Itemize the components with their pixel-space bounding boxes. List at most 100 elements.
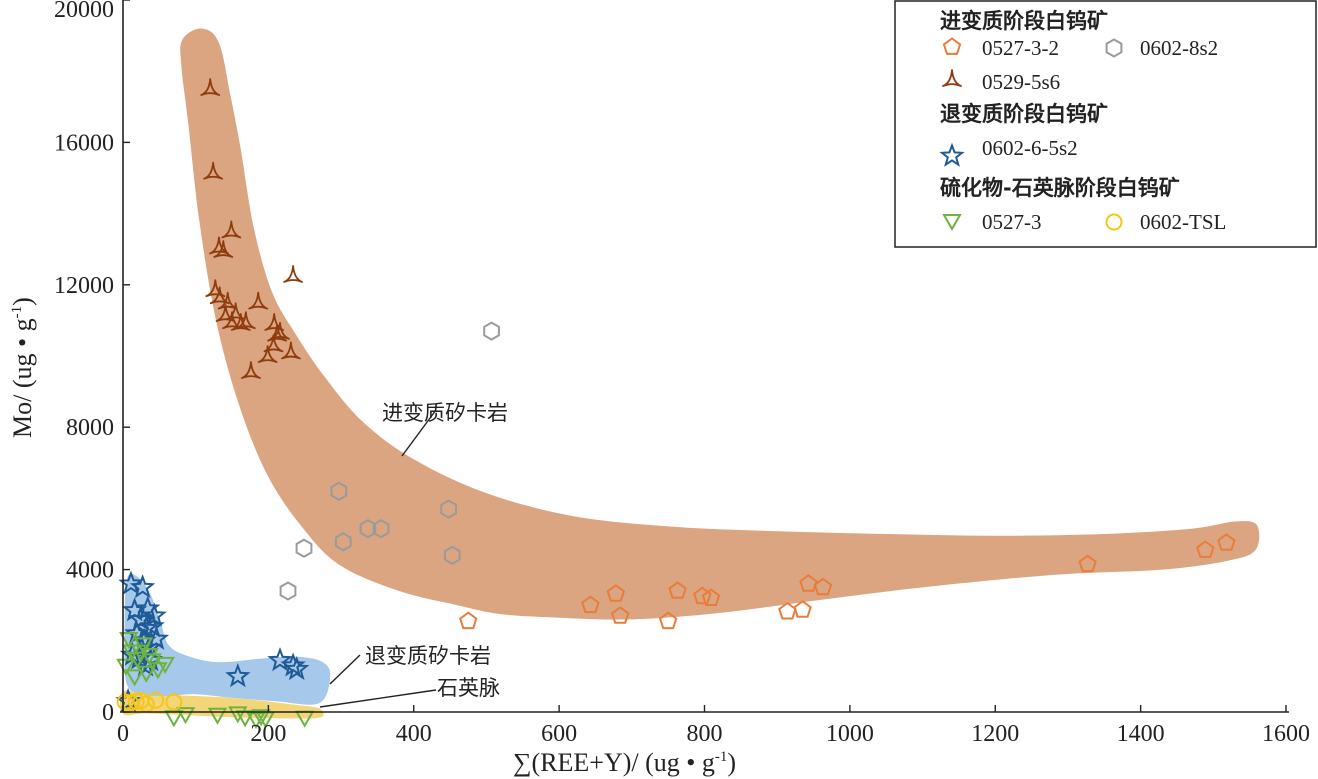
point-0602-6-5s2	[267, 647, 293, 672]
point-0602-TSL	[165, 693, 183, 711]
point-0529-5s6	[221, 220, 242, 239]
point-0527-3-2	[658, 611, 678, 630]
point-0527-3	[136, 665, 157, 683]
point-0527-3	[142, 653, 162, 671]
point-0527-3-2	[778, 601, 797, 620]
legend-marker-shape	[939, 142, 965, 167]
point-0602-6-5s2	[143, 625, 170, 650]
point-0529-5s6	[263, 334, 284, 353]
x-tick-label: 600	[541, 721, 577, 747]
point-0529-5s6	[205, 279, 226, 298]
point-0602-8s2	[295, 538, 313, 558]
y-tick-label: 16000	[54, 130, 114, 156]
x-tick-label: 1000	[826, 721, 874, 747]
point-0527-3-2	[701, 588, 721, 606]
x-tick-label: 200	[250, 721, 286, 747]
point-0527-3	[133, 637, 154, 655]
quartz-field-label: 石英脉	[437, 676, 500, 700]
point-0527-3-2	[793, 600, 812, 618]
retrograde-field-label: 退变质矽卡岩	[365, 644, 491, 668]
legend-heading-sulfide-quartz: 硫化物-石英脉阶段白钨矿	[940, 176, 1180, 200]
point-0529-5s6	[200, 78, 221, 96]
x-axis-title: ∑(REE+Y)/ (ug • g-1)	[513, 748, 736, 777]
retrograde-leader-line	[329, 654, 361, 685]
legend-label-0602-TSL: 0602-TSL	[1140, 210, 1226, 234]
legend-marker-shape	[942, 214, 962, 232]
point-0602-8s2	[443, 545, 461, 566]
legend-label-0602-6-5s2: 0602-6-5s2	[982, 136, 1078, 160]
prograde-leader-line	[401, 409, 437, 457]
legend-marker-shape	[942, 37, 962, 55]
x-tick-label: 1400	[1117, 721, 1165, 747]
legend-marker-0602-8s2	[1105, 38, 1123, 58]
point-0529-5s6	[217, 291, 238, 310]
prograde-field-label: 进变质矽卡岩	[382, 401, 508, 425]
point-0529-5s6	[257, 345, 278, 363]
point-0527-3	[251, 709, 271, 727]
point-0602-TSL	[147, 691, 165, 709]
point-0529-5s6	[203, 161, 224, 180]
quartz-leader-line	[319, 689, 437, 708]
x-tick-label: 400	[396, 721, 432, 747]
point-0527-3-2	[668, 581, 687, 599]
point-0529-5s6	[225, 302, 246, 321]
point-0527-3	[124, 669, 145, 687]
legend-heading-prograde: 进变质阶段白钨矿	[940, 9, 1108, 33]
x-tick-label: 1200	[971, 721, 1019, 747]
point-0529-5s6	[213, 240, 234, 258]
legend-marker-shape	[1105, 38, 1123, 58]
point-0527-3-2	[1078, 554, 1097, 573]
point-0529-5s6	[283, 265, 303, 283]
point-0602-6-5s2	[141, 602, 167, 627]
point-0527-3	[116, 658, 136, 676]
legend-label-0527-3-2: 0527-3-2	[982, 36, 1059, 60]
x-tick-label: 0	[117, 721, 129, 747]
axis-ticks: 0 200 400 600 800 1000 1200 1400 160004000800012…	[54, 0, 1310, 747]
point-0529-5s6	[235, 311, 256, 330]
x-tick-label: 800	[687, 721, 723, 747]
prograde-field-region	[180, 28, 1260, 620]
point-0527-3	[119, 632, 139, 650]
legend-label-0529-5s6: 0529-5s6	[982, 70, 1060, 94]
point-0529-5s6	[270, 321, 290, 340]
legend-marker-0602-6-5s2	[939, 142, 965, 167]
point-0527-3-2	[1196, 540, 1215, 558]
retrograde-field-region	[124, 573, 331, 705]
point-0527-3-2	[459, 611, 478, 630]
y-tick-label: 20000	[54, 0, 114, 23]
data-markers	[115, 78, 1236, 730]
point-0527-3	[155, 656, 175, 674]
point-0602-6-5s2	[225, 663, 251, 688]
legend: 进变质阶段白钨矿 0527-3-2 0602-8s2 0529-5s6 退变质阶…	[894, 0, 1317, 248]
legend-label-0527-3: 0527-3	[982, 210, 1042, 234]
point-0529-5s6	[267, 323, 287, 342]
y-axis-title: Mo/ (ug • g-1)	[8, 297, 37, 438]
point-0602-8s2	[334, 532, 352, 552]
point-0527-3	[246, 712, 266, 730]
point-0529-5s6	[209, 286, 230, 305]
point-0602-8s2	[279, 581, 297, 601]
point-0602-6-5s2	[121, 597, 148, 622]
point-0529-5s6	[248, 291, 269, 310]
y-tick-label: 8000	[66, 415, 114, 441]
point-0527-3	[175, 707, 196, 725]
point-0527-3-2	[581, 595, 600, 614]
point-0529-5s6	[281, 341, 301, 360]
y-tick-label: 4000	[66, 558, 114, 584]
x-tick-label: 1600	[1262, 721, 1310, 747]
point-0602-8s2	[440, 499, 457, 519]
point-0527-3-2	[610, 606, 630, 624]
legend-marker-0529-5s6	[942, 69, 962, 87]
legend-marker-shape	[1105, 213, 1123, 231]
point-0527-3	[207, 707, 228, 725]
legend-marker-0527-3	[942, 214, 962, 232]
legend-label-0602-8s2: 0602-8s2	[1140, 36, 1218, 60]
point-0527-3-2	[606, 584, 626, 602]
legend-marker-0527-3-2	[942, 37, 962, 55]
point-0602-8s2	[330, 481, 348, 501]
point-0529-5s6	[215, 304, 236, 322]
point-0529-5s6	[222, 311, 242, 330]
point-0602-6-5s2	[283, 655, 310, 681]
point-0602-8s2	[483, 321, 500, 341]
